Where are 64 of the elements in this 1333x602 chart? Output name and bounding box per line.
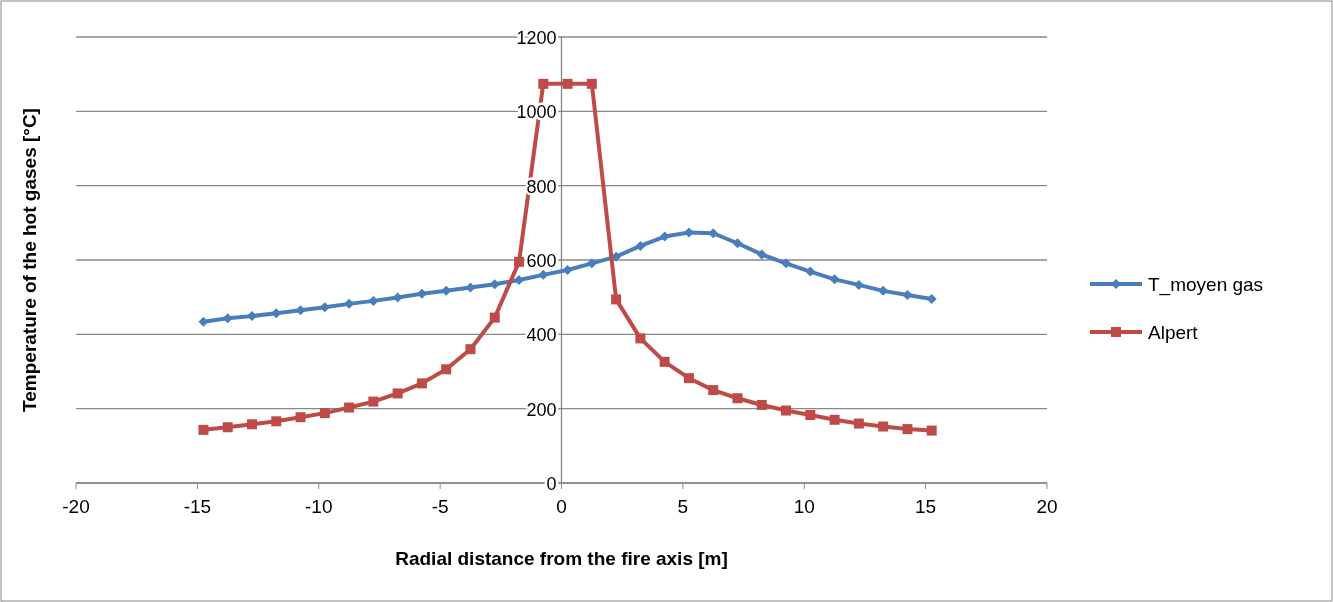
- point: [271, 416, 282, 427]
- y-tick-label: 200: [526, 399, 557, 420]
- point: [368, 295, 379, 306]
- point: [514, 256, 525, 267]
- point: [659, 356, 670, 367]
- point: [368, 396, 379, 407]
- point: [902, 289, 913, 300]
- point: [635, 240, 646, 251]
- point: [853, 279, 864, 290]
- point: [659, 231, 670, 242]
- point: [319, 408, 330, 419]
- point: [756, 399, 767, 410]
- point: [246, 419, 257, 430]
- point: [538, 78, 549, 89]
- x-tick-label: 20: [1036, 496, 1058, 517]
- point: [805, 409, 816, 420]
- y-tick-label: 600: [526, 251, 557, 271]
- point: [708, 385, 719, 396]
- point: [853, 418, 864, 429]
- point: [926, 294, 937, 305]
- legend-label: Alpert: [1148, 322, 1199, 343]
- x-tick-label: -10: [305, 496, 333, 517]
- point: [392, 388, 403, 399]
- x-axis-title: Radial distance from the fire axis [m]: [395, 548, 728, 569]
- x-tick-label: 5: [677, 496, 689, 517]
- point: [562, 78, 573, 89]
- point: [829, 274, 840, 285]
- x-tick-label: 10: [793, 496, 815, 517]
- point: [344, 402, 355, 413]
- y-tick-label: 1200: [516, 28, 557, 48]
- point: [586, 78, 597, 89]
- x-tick-label: 15: [915, 496, 937, 517]
- point: [683, 373, 694, 384]
- point: [465, 344, 476, 355]
- x-tick-label: -15: [183, 496, 212, 517]
- point: [732, 238, 743, 249]
- point: [781, 258, 792, 269]
- y-tick-label: 0: [546, 474, 557, 494]
- legend-label: T_moyen gas: [1148, 274, 1264, 296]
- point: [878, 421, 889, 432]
- point: [489, 312, 500, 323]
- x-tick-label: -5: [431, 496, 449, 517]
- point: [441, 364, 452, 375]
- point: [271, 308, 282, 319]
- point: [805, 266, 816, 277]
- point: [416, 378, 427, 389]
- point: [732, 393, 743, 404]
- point: [878, 285, 889, 296]
- point: [635, 333, 646, 344]
- point: [586, 258, 597, 269]
- point: [683, 227, 694, 238]
- y-axis-title: Temperature of the hot gases [°C]: [19, 108, 40, 412]
- point: [829, 414, 840, 425]
- point: [926, 425, 937, 436]
- point: [562, 265, 573, 276]
- point: [198, 424, 209, 435]
- point: [902, 424, 913, 435]
- point: [611, 294, 622, 305]
- point: [781, 405, 792, 416]
- point: [295, 412, 306, 423]
- x-tick-label: -20: [62, 496, 90, 517]
- point: [756, 249, 767, 260]
- point: [222, 422, 233, 433]
- y-tick-label: 400: [526, 325, 557, 346]
